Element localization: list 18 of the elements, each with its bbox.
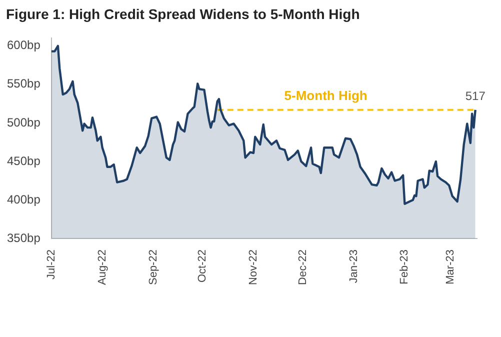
x-tick-label: Oct-22 — [196, 250, 209, 283]
y-tick-label: 450bp — [6, 154, 41, 168]
annotation: 517 — [465, 89, 486, 104]
x-tick-label: Mar-23 — [444, 250, 457, 284]
x-tick-label: Feb-23 — [398, 250, 411, 284]
x-tick-label: Jul-22 — [45, 250, 58, 280]
x-tick-label: Jan-23 — [348, 250, 360, 284]
chart-title: Figure 1: High Credit Spread Widens to 5-Month High — [6, 6, 360, 22]
x-tick-label: Nov-22 — [248, 250, 260, 285]
annotation: 5-Month High — [284, 88, 368, 103]
x-tick-label: Dec-22 — [296, 250, 309, 285]
y-tick-label: 600bp — [6, 38, 41, 52]
x-tick-label: Sep-22 — [147, 250, 160, 286]
y-tick-label: 550bp — [6, 76, 41, 91]
y-tick-label: 350bp — [6, 230, 41, 245]
y-tick-label: 500bp — [6, 115, 41, 130]
x-tick-label: Aug-22 — [96, 250, 108, 286]
y-tick-label: 400bp — [6, 192, 41, 206]
